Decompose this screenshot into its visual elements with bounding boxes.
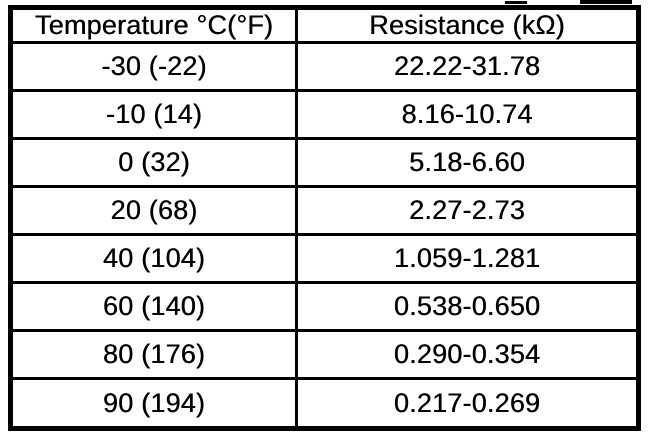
table-header-row: Temperature °C(°F) Resistance (kΩ) bbox=[9, 6, 640, 44]
table-row: 60 (140) 0.538-0.650 bbox=[9, 281, 640, 333]
temperature-value-cell: -10 (14) bbox=[9, 89, 298, 141]
table-row: 20 (68) 2.27-2.73 bbox=[9, 185, 640, 237]
resistance-value-cell: 8.16-10.74 bbox=[295, 89, 640, 141]
resistance-value-cell: 0.290-0.354 bbox=[295, 329, 640, 381]
temperature-value-cell: 0 (32) bbox=[9, 137, 298, 189]
temperature-value-cell: 90 (194) bbox=[9, 377, 298, 430]
resistance-value-cell: 1.059-1.281 bbox=[295, 233, 640, 285]
scan-artifact bbox=[505, 1, 527, 4]
temperature-value-cell: 60 (140) bbox=[9, 281, 298, 333]
temperature-value-cell: 80 (176) bbox=[9, 329, 298, 381]
temperature-value-cell: -30 (-22) bbox=[9, 40, 298, 93]
table-row: -30 (-22) 22.22-31.78 bbox=[9, 40, 640, 93]
table-row: 80 (176) 0.290-0.354 bbox=[9, 329, 640, 381]
table-row: -10 (14) 8.16-10.74 bbox=[9, 89, 640, 141]
temperature-value-cell: 20 (68) bbox=[9, 185, 298, 237]
resistance-value-cell: 0.217-0.269 bbox=[295, 377, 640, 430]
column-header-resistance: Resistance (kΩ) bbox=[295, 6, 640, 44]
table-row: 40 (104) 1.059-1.281 bbox=[9, 233, 640, 285]
temperature-resistance-table: Temperature °C(°F) Resistance (kΩ) -30 (… bbox=[8, 5, 641, 431]
temperature-value-cell: 40 (104) bbox=[9, 233, 298, 285]
scan-artifact bbox=[580, 0, 632, 4]
table-row: 90 (194) 0.217-0.269 bbox=[9, 377, 640, 430]
data-table: Temperature °C(°F) Resistance (kΩ) -30 (… bbox=[8, 5, 641, 431]
table-row: 0 (32) 5.18-6.60 bbox=[9, 137, 640, 189]
resistance-value-cell: 0.538-0.650 bbox=[295, 281, 640, 333]
column-header-temperature: Temperature °C(°F) bbox=[9, 6, 298, 44]
resistance-value-cell: 2.27-2.73 bbox=[295, 185, 640, 237]
resistance-value-cell: 22.22-31.78 bbox=[295, 40, 640, 93]
resistance-value-cell: 5.18-6.60 bbox=[295, 137, 640, 189]
